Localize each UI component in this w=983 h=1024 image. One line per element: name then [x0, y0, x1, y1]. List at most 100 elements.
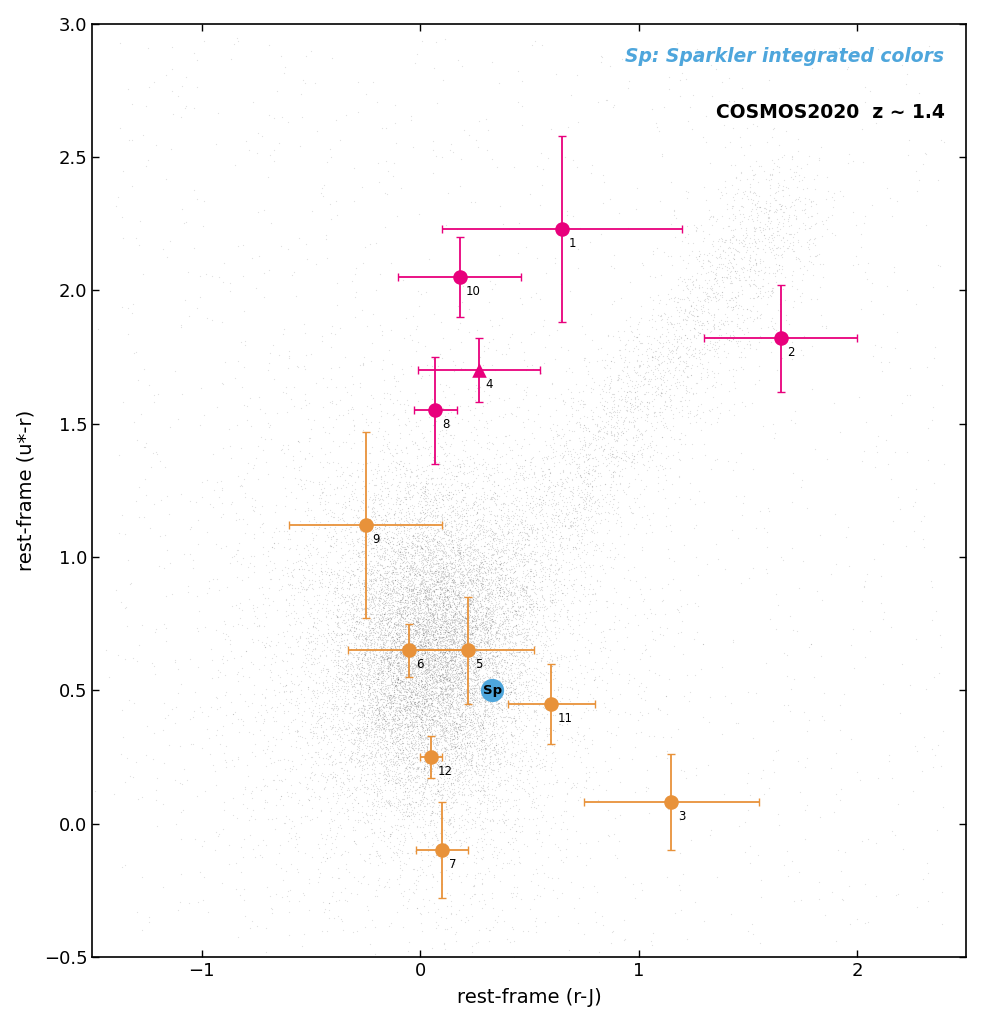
Point: [316, 176, 331, 193]
Point: [454, 638, 470, 654]
Point: [498, 698, 514, 715]
Point: [650, 306, 665, 323]
Point: [444, 855, 460, 871]
Point: [492, 655, 508, 672]
Point: [535, 689, 550, 706]
Point: [650, 469, 665, 485]
Point: [397, 403, 413, 420]
Point: [407, 554, 423, 570]
Point: [489, 659, 504, 676]
Point: [440, 596, 456, 612]
Point: [353, 753, 369, 769]
Point: [399, 718, 415, 734]
Point: [415, 658, 431, 675]
Point: [924, 611, 940, 628]
Point: [770, 219, 785, 236]
Point: [674, 310, 690, 327]
Point: [611, 347, 627, 364]
Point: [418, 632, 434, 648]
Point: [443, 627, 459, 643]
Point: [243, 654, 259, 671]
Point: [570, 478, 586, 495]
Point: [387, 571, 403, 588]
Point: [341, 782, 357, 799]
Point: [336, 756, 352, 772]
Point: [365, 669, 380, 685]
Point: [540, 547, 555, 563]
Point: [554, 759, 570, 775]
Point: [443, 565, 459, 582]
Point: [695, 252, 711, 268]
Point: [690, 567, 706, 584]
Point: [513, 676, 529, 692]
Point: [420, 512, 435, 528]
Point: [390, 749, 406, 765]
Point: [542, 390, 557, 407]
Point: [434, 616, 450, 633]
Point: [677, 327, 693, 343]
Point: [415, 627, 431, 643]
Point: [324, 317, 340, 334]
Point: [477, 547, 492, 563]
Point: [510, 245, 526, 261]
Point: [394, 801, 410, 817]
Point: [595, 455, 610, 471]
Point: [365, 625, 380, 641]
Point: [424, 575, 439, 592]
Point: [411, 621, 427, 637]
Point: [305, 618, 320, 635]
Point: [448, 743, 464, 760]
Point: [145, 725, 161, 741]
Point: [457, 685, 473, 701]
Point: [339, 696, 355, 713]
Point: [288, 612, 304, 629]
Point: [571, 496, 587, 512]
Point: [410, 701, 426, 718]
Point: [458, 655, 474, 672]
Point: [597, 352, 612, 369]
Point: [350, 720, 366, 736]
Point: [475, 582, 491, 598]
Point: [420, 564, 435, 581]
Point: [406, 555, 422, 571]
Point: [653, 266, 668, 283]
Point: [670, 603, 686, 620]
Point: [421, 624, 436, 640]
Point: [366, 485, 381, 502]
Point: [373, 549, 388, 565]
Point: [467, 569, 483, 586]
Point: [425, 351, 440, 368]
Point: [433, 439, 448, 456]
Point: [310, 649, 325, 666]
Point: [519, 587, 535, 603]
Point: [236, 550, 252, 566]
Point: [434, 618, 449, 635]
Point: [273, 442, 289, 459]
Point: [145, 386, 161, 402]
Point: [426, 640, 441, 656]
Point: [377, 680, 393, 696]
Point: [440, 536, 456, 552]
Point: [488, 636, 503, 652]
Point: [404, 593, 420, 609]
Point: [385, 581, 401, 597]
Point: [651, 295, 666, 311]
Point: [282, 575, 298, 592]
Point: [511, 656, 527, 673]
Point: [494, 568, 510, 585]
Point: [416, 636, 432, 652]
Point: [555, 596, 571, 612]
Point: [461, 761, 477, 777]
Point: [806, 669, 822, 685]
Point: [429, 678, 444, 694]
Point: [498, 608, 514, 625]
Point: [662, 334, 677, 350]
Point: [735, 263, 751, 280]
Point: [545, 528, 560, 545]
Point: [352, 379, 368, 395]
Point: [434, 722, 449, 738]
Point: [434, 558, 449, 574]
Point: [402, 701, 418, 718]
Point: [361, 526, 376, 543]
Point: [385, 541, 401, 557]
